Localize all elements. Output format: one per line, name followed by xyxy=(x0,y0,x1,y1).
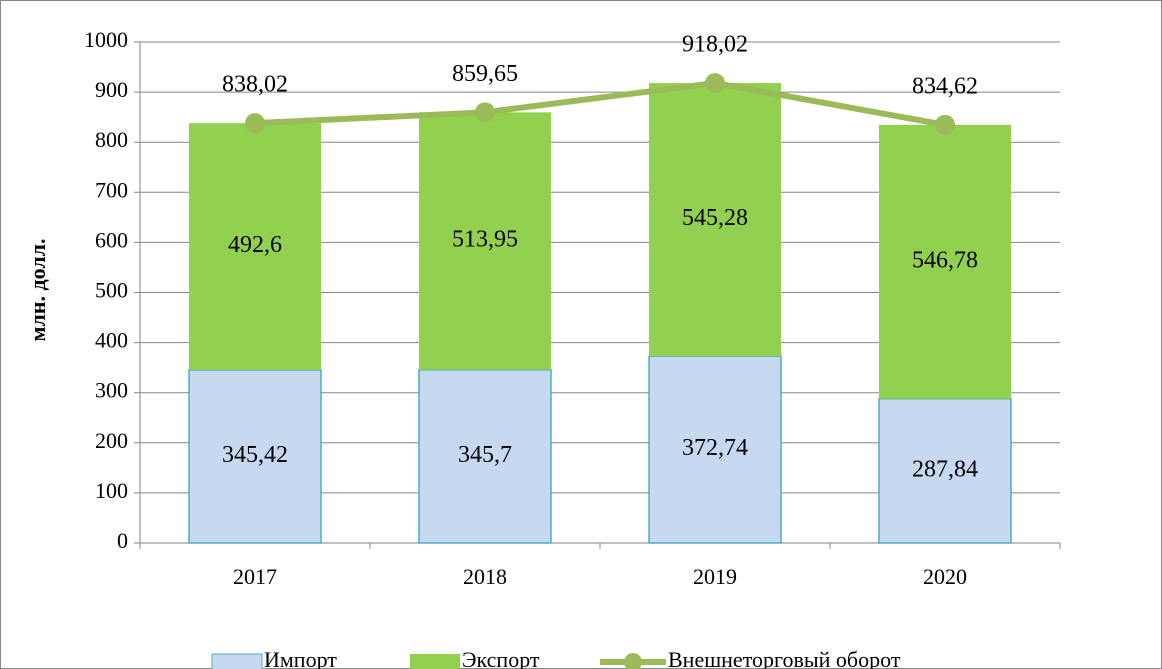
y-tick-label: 200 xyxy=(95,428,128,453)
legend-label: Импорт xyxy=(264,647,337,669)
x-tick-label: 2017 xyxy=(233,564,277,589)
y-axis-label: млн. долл. xyxy=(25,238,50,341)
legend-swatch xyxy=(624,653,642,669)
x-tick-label: 2019 xyxy=(693,564,737,589)
data-label: 918,02 xyxy=(682,32,748,58)
y-tick-label: 1000 xyxy=(84,27,128,52)
line-marker xyxy=(705,73,725,94)
data-label: 834,62 xyxy=(912,73,978,99)
x-tick-label: 2018 xyxy=(463,564,507,589)
data-label: 838,02 xyxy=(222,72,288,98)
bar-segment xyxy=(649,83,781,357)
legend-label: Экспорт xyxy=(462,647,540,669)
bar-segment xyxy=(879,124,1011,399)
data-label: 546,78 xyxy=(912,247,978,273)
data-label: 545,28 xyxy=(682,205,748,231)
bar-segment xyxy=(419,112,551,370)
y-tick-label: 700 xyxy=(95,177,128,202)
data-label: 492,6 xyxy=(228,232,282,258)
y-tick-label: 900 xyxy=(95,77,128,102)
line-marker xyxy=(935,114,955,135)
y-tick-label: 100 xyxy=(95,478,128,503)
bar-segment xyxy=(878,398,1012,544)
data-label: 859,65 xyxy=(452,61,518,87)
y-tick-label: 400 xyxy=(95,328,128,353)
y-tick-label: 500 xyxy=(95,278,128,303)
legend-swatch xyxy=(410,654,460,669)
legend-swatch xyxy=(211,653,263,669)
y-tick-label: 300 xyxy=(95,378,128,403)
x-tick-label: 2020 xyxy=(923,564,967,589)
y-tick-label: 600 xyxy=(95,227,128,252)
line-marker xyxy=(245,113,265,134)
bar-segment xyxy=(418,369,552,544)
bar-segment xyxy=(189,123,321,370)
line-marker xyxy=(475,102,495,123)
bar-segment xyxy=(188,369,322,544)
line xyxy=(254,80,946,128)
y-tick-label: 0 xyxy=(117,528,128,553)
data-label: 513,95 xyxy=(452,227,518,253)
data-label: 345,42 xyxy=(222,442,288,468)
y-tick-label: 800 xyxy=(95,127,128,152)
data-label: 345,7 xyxy=(458,442,512,468)
legend-label: Внешнеторговый оборот xyxy=(668,647,901,669)
bar-segment xyxy=(648,355,782,544)
data-label: 287,84 xyxy=(912,456,978,482)
data-label: 372,74 xyxy=(682,435,748,461)
